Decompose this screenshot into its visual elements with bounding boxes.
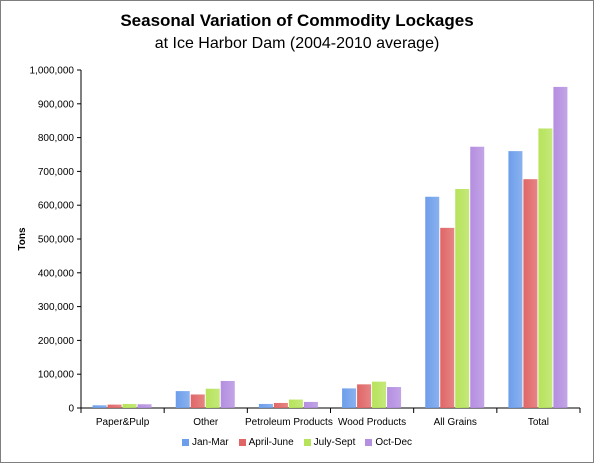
bar — [288, 399, 303, 408]
x-tick-label: Petroleum Products — [245, 417, 333, 428]
legend-swatch — [181, 439, 189, 446]
x-tick-label: Other — [193, 417, 219, 428]
legend-swatch — [238, 439, 246, 446]
legend-label: Jan-Mar — [191, 437, 229, 448]
y-tick-label: 200,000 — [38, 336, 75, 347]
legend-label: April-June — [248, 437, 294, 448]
x-tick-label: Wood Products — [338, 417, 406, 428]
bar — [553, 86, 568, 409]
chart-title: Seasonal Variation of Commodity Lockages — [120, 11, 474, 30]
bar — [538, 128, 553, 408]
bar — [137, 404, 152, 408]
bar — [470, 146, 485, 408]
x-tick-label: All Grains — [434, 417, 477, 428]
chart-legend: Jan-Mar April-June July-Sept Oct-Dec — [0, 437, 594, 448]
bar — [342, 388, 357, 408]
bar — [92, 405, 107, 408]
y-tick-label: 800,000 — [38, 133, 75, 144]
y-tick-label: 900,000 — [38, 99, 75, 110]
bar — [523, 179, 538, 408]
x-tick-label: Paper&Pulp — [96, 417, 150, 428]
bar — [455, 188, 470, 408]
bar — [175, 391, 190, 408]
y-tick-label: 600,000 — [38, 201, 75, 212]
bar — [508, 151, 523, 408]
y-tick-label: 500,000 — [38, 235, 75, 246]
y-tick-label: 1,000,000 — [30, 66, 75, 77]
bar — [122, 403, 137, 408]
y-tick-label: 700,000 — [38, 167, 75, 178]
y-tick-label: 400,000 — [38, 268, 75, 279]
bar — [303, 401, 318, 408]
bar — [440, 227, 455, 408]
chart-subtitle: at Ice Harbor Dam (2004-2010 average) — [154, 35, 440, 52]
bar — [372, 381, 387, 408]
legend-swatch — [303, 439, 311, 446]
legend-label: Oct-Dec — [375, 437, 413, 448]
bar — [205, 388, 220, 408]
legend-item: Oct-Dec — [365, 437, 412, 448]
x-tick-label: Total — [528, 417, 549, 428]
legend-item: April-June — [238, 437, 294, 448]
y-axis-label: Tons — [17, 227, 28, 251]
legend-swatch — [365, 439, 373, 446]
bar — [425, 196, 440, 408]
bar — [258, 403, 273, 408]
legend-label: July-Sept — [313, 437, 356, 448]
y-tick-label: 0 — [68, 404, 74, 415]
bar — [107, 404, 122, 408]
legend-item: July-Sept — [303, 437, 356, 448]
bar — [190, 394, 205, 408]
bar — [357, 384, 372, 408]
legend-item: Jan-Mar — [181, 437, 229, 448]
bar — [220, 380, 235, 408]
bar — [273, 402, 288, 408]
y-tick-label: 100,000 — [38, 370, 75, 381]
bar — [387, 387, 402, 408]
y-tick-label: 300,000 — [38, 302, 75, 313]
